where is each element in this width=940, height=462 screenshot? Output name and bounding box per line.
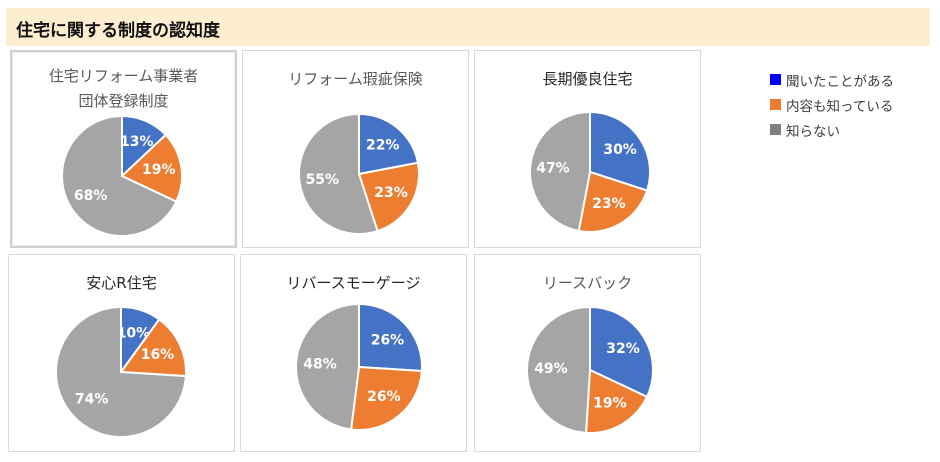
pie-slice-heard bbox=[589, 305, 654, 399]
chart-title-line-1: リースバック bbox=[542, 274, 633, 292]
legend-swatch bbox=[770, 74, 781, 85]
pie-slice-heard bbox=[589, 110, 651, 192]
data-label: 22% bbox=[366, 137, 400, 153]
data-label: 47% bbox=[536, 160, 570, 176]
data-label: 30% bbox=[603, 142, 637, 158]
data-label: 32% bbox=[606, 341, 640, 357]
chart-panel-2[interactable]: リフォーム瑕疵保険 22% 23% 55% bbox=[242, 50, 469, 248]
pie-slice-know-content bbox=[349, 365, 423, 431]
title-bar: 住宅に関する制度の認知度 bbox=[6, 8, 930, 46]
data-label: 48% bbox=[303, 357, 337, 373]
data-label: 13% bbox=[120, 134, 154, 150]
chart-title-line-1: 安心R住宅 bbox=[86, 274, 157, 292]
data-label: 26% bbox=[367, 389, 401, 405]
chart-title-line-1: 住宅リフォーム事業者 bbox=[48, 67, 199, 85]
pie-slice-know-content bbox=[120, 133, 183, 203]
chart-panel-4[interactable]: 安心R住宅 10% 16% 74% bbox=[8, 254, 235, 452]
chart-title-line-1: リフォーム瑕疵保険 bbox=[288, 70, 423, 88]
data-label: 16% bbox=[141, 347, 175, 363]
pie-slice-unknown bbox=[55, 305, 187, 438]
pie-slice-know-content bbox=[119, 318, 187, 378]
pie-slice-know-content bbox=[577, 170, 649, 233]
chart-panel-3[interactable]: 長期優良住宅 30% 23% 47% bbox=[474, 50, 701, 248]
data-label: 19% bbox=[142, 162, 176, 178]
chart-panel-1[interactable]: 住宅リフォーム事業者 団体登録制度 13% 19% 68% bbox=[10, 50, 237, 248]
pie-slice-unknown bbox=[526, 305, 591, 434]
pie-slice-unknown bbox=[529, 110, 591, 233]
page-title: 住宅に関する制度の認知度 bbox=[16, 21, 220, 41]
data-label: 68% bbox=[74, 188, 108, 204]
chart-title-line-1: 長期優良住宅 bbox=[542, 70, 633, 88]
chart-title-line-1: リバースモーゲージ bbox=[286, 274, 421, 292]
data-label: 74% bbox=[75, 392, 109, 408]
data-label: 26% bbox=[371, 332, 405, 348]
pie-slice-unknown bbox=[295, 302, 360, 431]
legend-label: 内容も知っている bbox=[786, 99, 894, 115]
data-label: 55% bbox=[306, 172, 340, 188]
chart-panel-6[interactable]: リースバック 32% 19% 49% bbox=[474, 254, 701, 452]
legend-swatch bbox=[770, 124, 781, 135]
pie-slice-unknown bbox=[298, 112, 379, 235]
data-label: 19% bbox=[593, 396, 627, 412]
legend-swatch bbox=[770, 99, 781, 110]
pie-slice-heard bbox=[358, 112, 420, 176]
legend-label: 聞いたことがある bbox=[786, 74, 894, 90]
chart-panel-5[interactable]: リバースモーゲージ 26% 26% 48% bbox=[240, 254, 467, 452]
data-label: 23% bbox=[592, 196, 626, 212]
legend-label: 知らない bbox=[786, 124, 840, 140]
data-label: 10% bbox=[117, 326, 151, 342]
pie-slice-know-content bbox=[357, 161, 420, 233]
pie-slice-know-content bbox=[584, 368, 649, 434]
chart-title-line-2: 団体登録制度 bbox=[78, 92, 169, 110]
pie-slice-unknown bbox=[61, 114, 178, 237]
data-label: 23% bbox=[374, 185, 408, 201]
data-label: 49% bbox=[534, 361, 568, 377]
pie-slice-heard bbox=[358, 302, 423, 373]
